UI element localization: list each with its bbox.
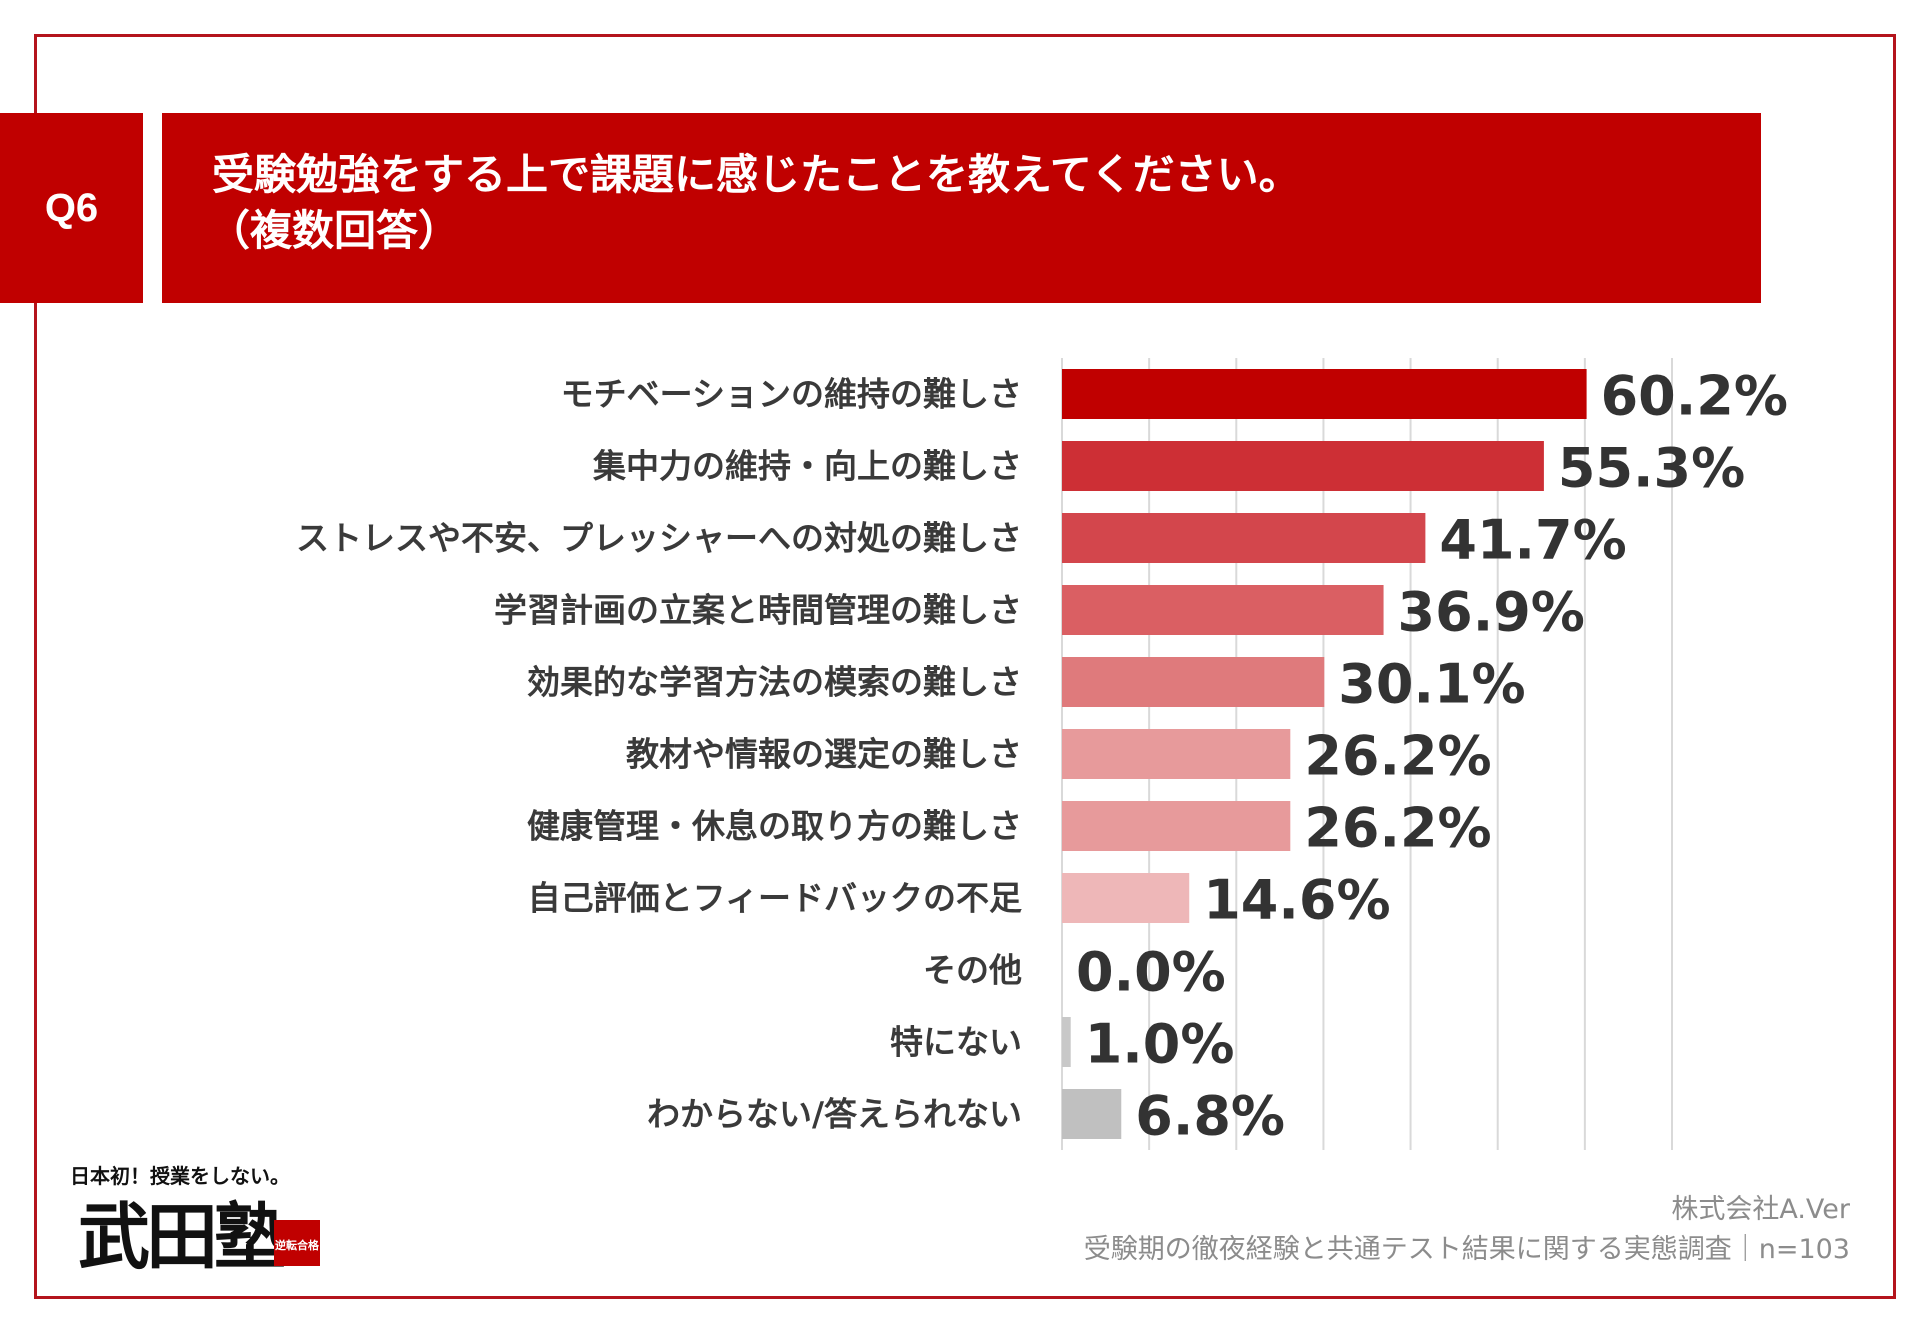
source-note: 株式会社A.Ver 受験期の徹夜経験と共通テスト結果に関する実態調査｜n=103: [1084, 1190, 1850, 1270]
value-labels: 60.2% 55.3% 41.7% 36.9% 30.1% 26.2% 26.2% 14.6%…: [1076, 365, 1788, 1148]
category-label: その他: [923, 951, 1022, 990]
category-label: わからない/答えられない: [647, 1095, 1022, 1134]
logo-brand-mark: 武田塾 逆転合格: [78, 1194, 320, 1279]
category-label: モチベーションの維持の難しさ: [561, 375, 1022, 414]
value-label: 0.0%: [1076, 941, 1226, 1004]
category-label: 健康管理・休息の取り方の難しさ: [527, 807, 1022, 846]
value-label: 1.0%: [1085, 1013, 1235, 1076]
brand-logo: 日本初！授業をしない。 武田塾 逆転合格: [70, 1160, 330, 1280]
bar: [1062, 1017, 1071, 1067]
logo-seal: [274, 1220, 320, 1266]
question-title-box: 受験勉強をする上で課題に感じたことを教えてください。 （複数回答）: [162, 113, 1761, 303]
bar: [1062, 873, 1190, 923]
bar: [1062, 513, 1426, 563]
bars: [1062, 369, 1587, 1139]
bar: [1062, 657, 1325, 707]
bar: [1062, 801, 1291, 851]
category-label: 集中力の維持・向上の難しさ: [592, 447, 1022, 486]
value-label: 55.3%: [1558, 437, 1745, 500]
category-label: 学習計画の立案と時間管理の難しさ: [494, 591, 1022, 630]
bar: [1062, 1089, 1122, 1139]
value-label: 14.6%: [1203, 869, 1390, 932]
category-label: 教材や情報の選定の難しさ: [626, 735, 1022, 774]
category-label: ストレスや不安、プレッシャーへの対処の難しさ: [296, 519, 1022, 558]
category-labels: モチベーションの維持の難しさ集中力の維持・向上の難しさストレスや不安、プレッシャ…: [296, 375, 1022, 1134]
value-label: 26.2%: [1304, 797, 1491, 860]
bar: [1062, 729, 1291, 779]
question-number-badge: Q6: [0, 113, 143, 303]
category-label: 特にない: [890, 1023, 1022, 1062]
outer-frame: [34, 34, 1896, 1299]
category-label: 効果的な学習方法の模索の難しさ: [527, 663, 1022, 702]
bar: [1062, 585, 1384, 635]
value-label: 60.2%: [1601, 365, 1788, 428]
logo-seal-text: 逆転合格: [275, 1238, 320, 1252]
value-label: 26.2%: [1304, 725, 1491, 788]
value-label: 41.7%: [1439, 509, 1626, 572]
category-label: 自己評価とフィードバックの不足: [528, 879, 1022, 918]
logo-brand-text: 武田塾: [78, 1194, 285, 1279]
source-company: 株式会社A.Ver: [1671, 1194, 1850, 1225]
bar: [1062, 441, 1544, 491]
bar: [1062, 369, 1587, 419]
question-title: 受験勉強をする上で課題に感じたことを教えてください。: [212, 150, 1301, 199]
source-survey: 受験期の徹夜経験と共通テスト結果に関する実態調査｜n=103: [1083, 1234, 1850, 1265]
logo-tagline: 日本初！授業をしない。: [70, 1164, 290, 1188]
question-title-note: （複数回答）: [208, 206, 461, 255]
value-label: 30.1%: [1338, 653, 1525, 716]
value-label: 6.8%: [1135, 1085, 1285, 1148]
value-label: 36.9%: [1398, 581, 1585, 644]
